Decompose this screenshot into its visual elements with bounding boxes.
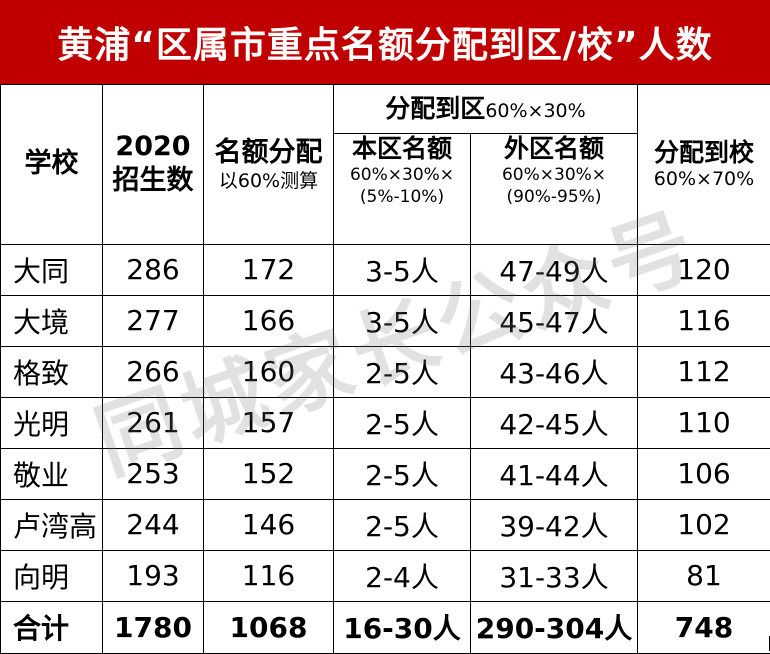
cell-outer: 39-42人	[471, 499, 638, 550]
cell-school: 敬业	[1, 448, 103, 499]
cell-enroll: 261	[103, 397, 204, 448]
cell-local: 2-5人	[334, 499, 471, 550]
cell-to-school: 120	[638, 244, 770, 295]
cell-enroll: 277	[103, 295, 204, 346]
cell-outer: 31-33人	[471, 550, 638, 601]
cell-quota: 116	[204, 550, 334, 601]
cell-local: 3-5人	[334, 244, 471, 295]
cell-to-school: 112	[638, 346, 770, 397]
cell-to-school: 102	[638, 499, 770, 550]
cell-to-school: 106	[638, 448, 770, 499]
cell-school: 光明	[1, 397, 103, 448]
cell-school: 卢湾高	[1, 499, 103, 550]
cell-local: 2-5人	[334, 448, 471, 499]
header-outer: 外区名额 60%×30%×	[471, 134, 638, 187]
cell-outer: 42-45人	[471, 397, 638, 448]
quota-table: 学校 2020 招生数 名额分配 以60%测算 分配到区60%×30% 分配到校…	[0, 84, 770, 654]
cell-outer: 45-47人	[471, 295, 638, 346]
cell-quota: 172	[204, 244, 334, 295]
header-quota: 名额分配 以60%测算	[204, 85, 334, 245]
cell-school: 大同	[1, 244, 103, 295]
cell-to-school: 116	[638, 295, 770, 346]
cell-outer: 43-46人	[471, 346, 638, 397]
cell-enroll: 266	[103, 346, 204, 397]
cell-quota: 157	[204, 397, 334, 448]
cell-quota: 146	[204, 499, 334, 550]
cell-school: 格致	[1, 346, 103, 397]
cell-quota: 160	[204, 346, 334, 397]
header-district: 分配到区60%×30%	[334, 85, 638, 134]
table-row: 向明 193 116 2-4人 31-33人 81	[1, 550, 770, 601]
table-title: 黄浦“区属市重点名额分配到区/校”人数	[0, 0, 770, 84]
table-row: 大境 277 166 3-5人 45-47人 116	[1, 295, 770, 346]
cell-school: 向明	[1, 550, 103, 601]
cell-outer: 47-49人	[471, 244, 638, 295]
cell-enroll: 244	[103, 499, 204, 550]
cell-quota: 166	[204, 295, 334, 346]
table-bottom-strip	[0, 636, 770, 651]
table-row: 格致 266 160 2-5人 43-46人 112	[1, 346, 770, 397]
cell-local: 2-5人	[334, 397, 471, 448]
header-local-range: (5%-10%)	[334, 186, 471, 244]
table-row: 卢湾高 244 146 2-5人 39-42人 102	[1, 499, 770, 550]
header-enroll: 2020 招生数	[103, 85, 204, 245]
table-row: 敬业 253 152 2-5人 41-44人 106	[1, 448, 770, 499]
cell-enroll: 253	[103, 448, 204, 499]
cell-enroll: 286	[103, 244, 204, 295]
cell-local: 2-4人	[334, 550, 471, 601]
cell-outer: 41-44人	[471, 448, 638, 499]
table-row: 大同 286 172 3-5人 47-49人 120	[1, 244, 770, 295]
header-outer-range: (90%-95%)	[471, 186, 638, 244]
header-local: 本区名额 60%×30%×	[334, 134, 471, 187]
cell-to-school: 110	[638, 397, 770, 448]
cell-local: 2-5人	[334, 346, 471, 397]
cell-enroll: 193	[103, 550, 204, 601]
header-school-alloc: 分配到校 60%×70%	[638, 85, 770, 245]
cell-school: 大境	[1, 295, 103, 346]
table-row: 光明 261 157 2-5人 42-45人 110	[1, 397, 770, 448]
cell-to-school: 81	[638, 550, 770, 601]
cell-local: 3-5人	[334, 295, 471, 346]
cell-quota: 152	[204, 448, 334, 499]
header-school: 学校	[1, 85, 103, 245]
